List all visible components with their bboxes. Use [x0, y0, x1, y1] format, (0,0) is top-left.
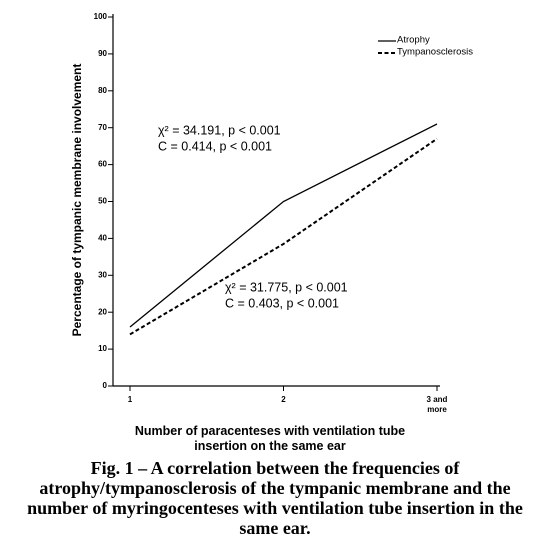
annotation: C = 0.414, p < 0.001	[158, 139, 272, 153]
y-tick-label: 90	[98, 49, 107, 58]
x-tick-label: 1	[127, 395, 133, 404]
legend-label: Tympanosclerosis	[397, 47, 473, 58]
y-tick-label: 30	[98, 270, 107, 279]
y-tick-label: 20	[98, 307, 107, 316]
caption: Fig. 1 – A correlation between the frequ…	[27, 458, 523, 538]
y-tick-label: 0	[103, 381, 108, 390]
annotation: χ² = 34.191, p < 0.001	[158, 123, 281, 137]
x-tick-label: 2	[281, 395, 286, 404]
x-axis-label: Number of paracenteses with ventilation …	[134, 424, 406, 453]
x-tick-label: 3 and more	[426, 395, 448, 414]
annotation: C = 0.403, p < 0.001	[225, 296, 339, 310]
y-tick-label: 70	[98, 123, 107, 132]
y-axis-label: Percentage of tympanic membrane involvem…	[70, 64, 84, 337]
line-series	[129, 123, 438, 328]
y-tick-label: 40	[98, 234, 107, 243]
y-tick-label: 60	[98, 160, 107, 169]
y-tick-label: 10	[98, 344, 107, 353]
y-tick-label: 100	[94, 12, 108, 21]
line-series	[129, 137, 438, 336]
y-tick-label: 80	[98, 86, 107, 95]
legend-label: Atrophy	[397, 35, 430, 46]
annotation: χ² = 31.775, p < 0.001	[225, 280, 348, 294]
y-tick-label: 50	[98, 197, 107, 206]
